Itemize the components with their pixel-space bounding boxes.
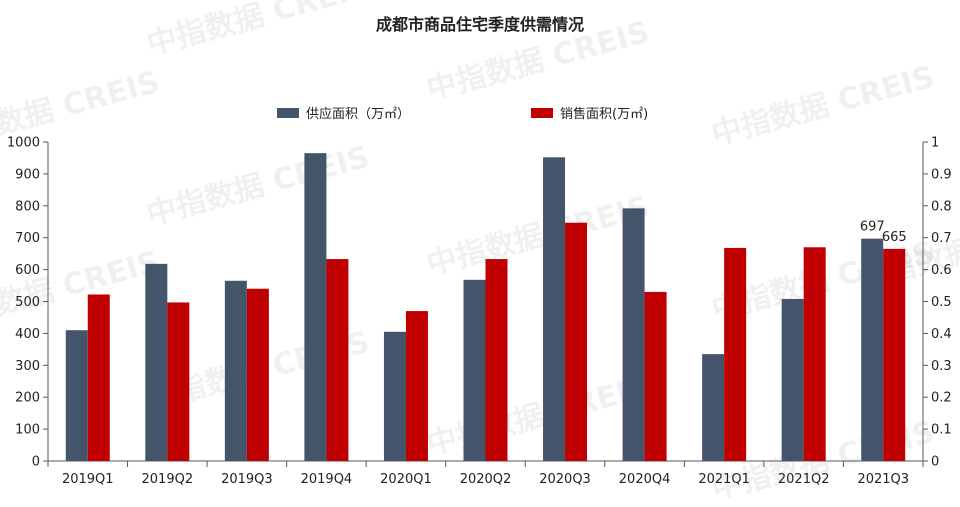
bar-2020Q4-s0 [622, 208, 645, 461]
y-left-tick-label: 0 [32, 455, 40, 470]
bar-2021Q3-s0 [861, 238, 884, 461]
bar-2019Q1-s0 [65, 330, 88, 461]
x-tick-label: 2020Q2 [460, 472, 512, 487]
watermark-text: 中指数据 CREIS [423, 370, 653, 463]
y-right-tick-label: 0 [931, 455, 939, 470]
axes: 0 100 200 300 400 500 600 700 800 900 1000 0 0.1 0.2 0… [7, 136, 952, 488]
y-right-tick-label: 1 [931, 136, 939, 151]
x-tick-label: 2019Q3 [221, 472, 273, 487]
y-left-tick-label: 600 [15, 263, 40, 278]
x-tick-label: 2019Q1 [62, 472, 114, 487]
x-tick-label: 2020Q4 [619, 472, 671, 487]
bar-2020Q1-s1 [405, 311, 428, 461]
y-left-tick-label: 800 [15, 199, 40, 214]
legend-swatch-1 [531, 108, 553, 118]
x-tick-label: 2020Q1 [380, 472, 432, 487]
x-tick-label: 2021Q2 [778, 472, 830, 487]
x-tick-label: 2020Q3 [539, 472, 591, 487]
y-left-tick-label: 900 [15, 167, 40, 182]
watermark-text: 中指数据 CREIS [708, 60, 938, 153]
y-left-tick-label: 400 [15, 327, 40, 342]
y-right-tick-label: 0.6 [931, 263, 952, 278]
y-left-tick-label: 100 [15, 423, 40, 438]
bar-2021Q1-s1 [724, 247, 747, 461]
y-left-tick-label: 1000 [7, 136, 40, 151]
watermark-text: 中指数据 CREIS [423, 190, 653, 283]
bar-2020Q2-s0 [463, 279, 486, 461]
bar-2020Q4-s1 [644, 291, 667, 461]
bar-2020Q1-s0 [383, 331, 406, 461]
data-label: 697 [860, 220, 885, 235]
watermark-text: 中指数据 CREIS [0, 245, 163, 338]
y-right-tick-label: 0.2 [931, 391, 952, 406]
bar-2019Q1-s1 [87, 294, 110, 461]
bar-2021Q3-s1 [883, 248, 906, 461]
bar-2019Q4-s1 [326, 259, 349, 461]
legend-swatch-0 [277, 108, 299, 118]
legend-label-1: 销售面积(万㎡) [560, 106, 648, 122]
bar-2020Q2-s1 [485, 259, 508, 461]
y-right-tick-label: 0.8 [931, 199, 952, 214]
bars [65, 153, 906, 462]
bar-2020Q3-s1 [565, 222, 588, 461]
x-tick-label: 2021Q1 [698, 472, 750, 487]
bar-2021Q2-s1 [803, 247, 826, 461]
x-tick-label: 2021Q3 [857, 472, 909, 487]
x-tick-label: 2019Q4 [301, 472, 353, 487]
watermark-text: 中指数据 CREIS [143, 0, 373, 63]
y-right-tick-label: 0.5 [931, 295, 952, 310]
y-right-tick-label: 0.1 [931, 423, 952, 438]
y-left-tick-label: 500 [15, 295, 40, 310]
legend-label-0: 供应面积（万㎡） [306, 106, 410, 122]
y-right-tick-label: 0.9 [931, 167, 952, 182]
y-right-tick-label: 0.3 [931, 359, 952, 374]
bar-2021Q1-s0 [702, 354, 725, 461]
watermark-text: 中指数据 CREIS [143, 140, 373, 233]
y-left-tick-label: 700 [15, 231, 40, 246]
bar-2019Q3-s0 [224, 280, 247, 461]
legend: 供应面积（万㎡） 销售面积(万㎡) [277, 106, 648, 122]
bar-2019Q2-s1 [167, 302, 190, 461]
y-right-tick-label: 0.7 [931, 231, 952, 246]
y-left-tick-label: 200 [15, 391, 40, 406]
chart-title: 成都市商品住宅季度供需情况 [376, 15, 584, 34]
bar-2019Q2-s0 [145, 263, 168, 461]
bar-2021Q2-s0 [781, 298, 804, 461]
y-right-tick-label: 0.4 [931, 327, 952, 342]
y-left-tick-label: 300 [15, 359, 40, 374]
bar-2020Q3-s0 [543, 157, 566, 461]
data-label: 665 [882, 230, 907, 245]
x-tick-label: 2019Q2 [142, 472, 194, 487]
bar-2019Q4-s0 [304, 153, 327, 462]
bar-2019Q3-s1 [246, 288, 269, 461]
